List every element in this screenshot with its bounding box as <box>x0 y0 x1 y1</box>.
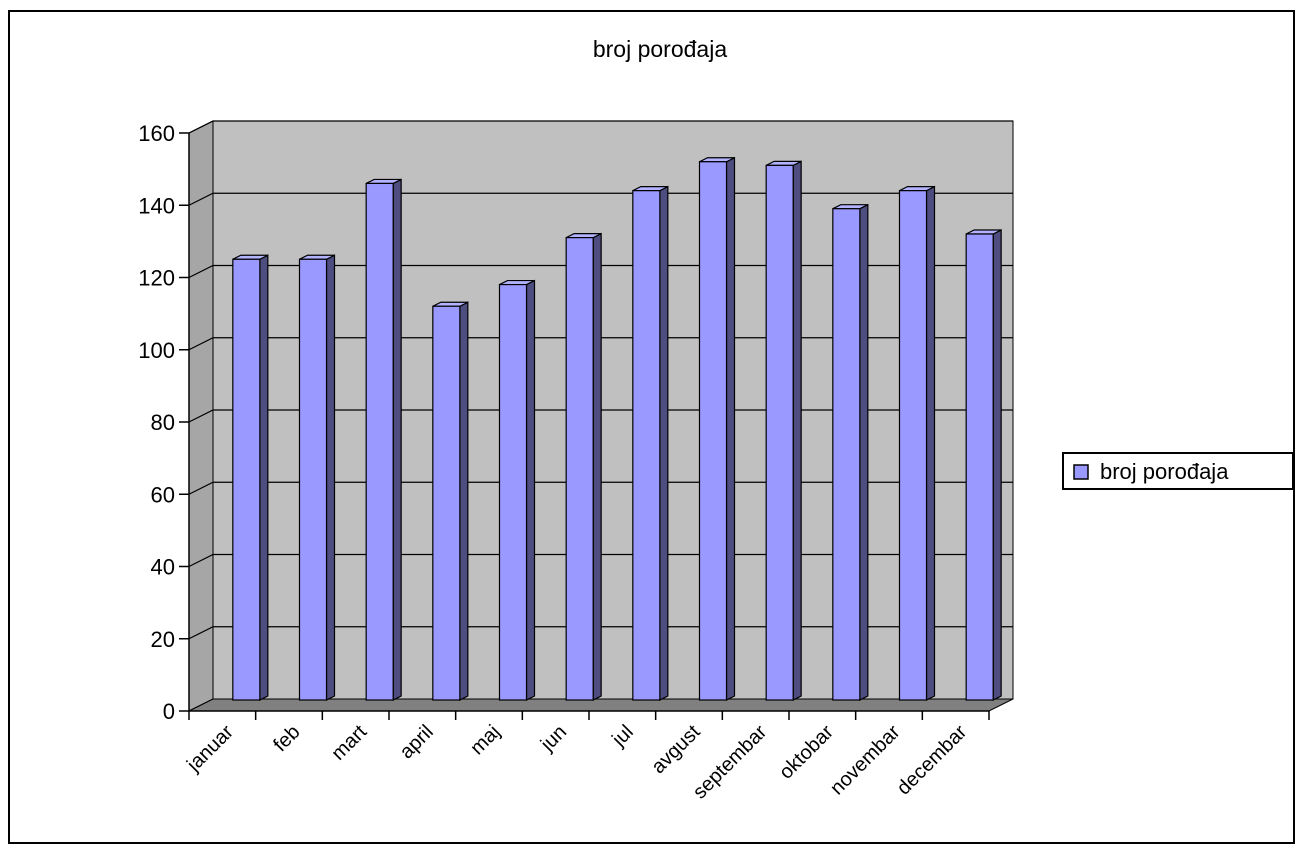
bar-mart <box>365 178 402 701</box>
bar-side <box>925 185 936 701</box>
gridline <box>188 120 1013 134</box>
bar-side <box>392 178 402 701</box>
legend-box <box>1062 452 1294 490</box>
x-tick-label: jul <box>607 721 637 751</box>
bar-side <box>992 229 1002 701</box>
y-tick-label: 0 <box>163 699 175 724</box>
y-tick-label: 40 <box>151 555 175 580</box>
x-tick-label: jun <box>536 721 571 756</box>
legend-label: broj porođaja <box>1100 459 1229 484</box>
gridline <box>188 409 1013 423</box>
chart-title: broj porođaja <box>593 36 727 62</box>
bar-jul <box>632 185 669 701</box>
bar-front <box>565 237 594 701</box>
bar-jun <box>565 232 602 701</box>
x-tick-label: januar <box>182 721 238 777</box>
gridline <box>188 626 1013 640</box>
x-tick-label: feb <box>269 721 304 756</box>
x-tick-label: oktobar <box>775 721 838 784</box>
bar-maj <box>498 279 536 701</box>
bar-side <box>459 301 469 701</box>
bar-oktobar <box>832 203 869 701</box>
plot-area: 0 20 40 60 80 100 120 140 160 januar feb mart april m… <box>138 120 1014 804</box>
y-tick-label: 80 <box>151 410 175 435</box>
x-tick-label: maj <box>466 721 504 759</box>
bar-side <box>325 254 336 701</box>
bar-side <box>525 279 536 701</box>
gridline <box>188 264 1013 279</box>
bar-front <box>632 190 661 701</box>
bar-januar <box>232 254 269 701</box>
gridline <box>188 481 1013 495</box>
bar-feb <box>298 254 336 701</box>
gridline <box>188 553 1013 568</box>
bar-side <box>859 203 869 701</box>
bar-side <box>725 156 736 701</box>
bar-front <box>232 258 261 701</box>
bar-front <box>698 161 728 701</box>
bar-front <box>365 182 394 701</box>
bar-front <box>298 258 328 701</box>
bar-septembar <box>765 160 802 701</box>
floor <box>188 698 1014 712</box>
bar-avgust <box>698 156 736 701</box>
bar-side <box>259 254 269 701</box>
bar-front <box>432 305 461 701</box>
y-tick-label: 20 <box>151 627 175 652</box>
y-tick-label: 160 <box>138 121 175 146</box>
bar-april <box>432 301 469 701</box>
y-tick-label: 100 <box>138 338 175 363</box>
y-tick-label: 60 <box>151 482 175 507</box>
bar-front <box>898 190 928 701</box>
x-tick-label: septembar <box>689 721 772 804</box>
legend: broj porođaja <box>1062 452 1294 490</box>
bar-side <box>792 160 802 701</box>
bar-side <box>659 185 669 701</box>
bar-decembar <box>965 229 1002 701</box>
bar-front <box>498 283 528 701</box>
x-tick-label: decembar <box>893 721 972 800</box>
x-tick-label: avgust <box>647 721 705 779</box>
legend-swatch-broj-porodaja <box>1073 464 1089 480</box>
gridline <box>188 192 1013 206</box>
x-tick-label: april <box>396 721 438 763</box>
bar-front <box>965 233 994 701</box>
bar-side <box>592 232 602 701</box>
bar-novembar <box>898 185 936 701</box>
bar-front <box>832 208 861 701</box>
y-tick-label: 120 <box>138 266 175 291</box>
y-tick-label: 140 <box>138 193 175 218</box>
gridline <box>188 337 1013 351</box>
x-tick-label: novembar <box>826 721 905 800</box>
bar-front <box>765 164 794 701</box>
x-tick-label: mart <box>327 721 371 765</box>
